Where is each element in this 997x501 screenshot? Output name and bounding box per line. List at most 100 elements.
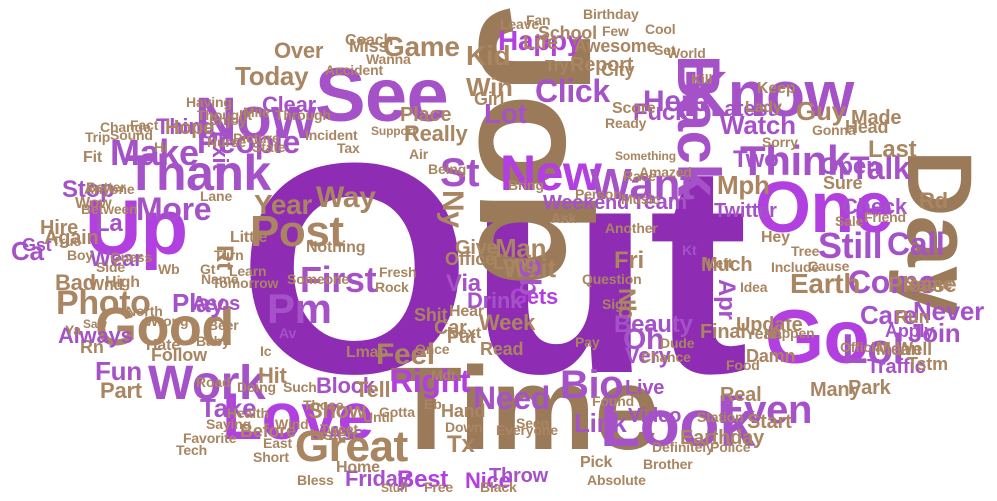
word-turn: Turn	[214, 247, 244, 263]
word-pick: Pick	[580, 454, 613, 471]
word-long: Long	[493, 253, 537, 273]
word-time: Time	[390, 343, 660, 475]
word-tax: Tax	[337, 140, 360, 156]
word-lol: Lol	[842, 325, 904, 372]
word-enjoy: Enjoy	[209, 112, 247, 128]
word-good: Good	[95, 297, 234, 357]
word-feel: Feel	[376, 338, 435, 371]
word-person: Person	[575, 186, 622, 202]
word-great: Great	[295, 422, 408, 471]
word-question: Question	[582, 271, 642, 287]
word-pay: Pay	[575, 334, 600, 350]
word-asos: Asos	[192, 293, 241, 315]
word-hope: Hope	[165, 117, 215, 139]
word-thing: Thing	[156, 114, 215, 139]
word-over: Over	[274, 38, 324, 63]
word-team: Team	[632, 189, 687, 214]
word-drink: Drink	[467, 288, 523, 313]
word-nothing: Nothing	[306, 239, 366, 256]
word-out: Out	[238, 100, 749, 436]
word-sound: Sound	[110, 127, 153, 143]
word-tell: Tell	[355, 377, 391, 402]
word-birthday: Birthday	[583, 6, 639, 22]
word-apply: Apply	[885, 321, 935, 341]
word-oh: Oh	[623, 323, 665, 356]
word-photo: Photo	[56, 284, 151, 322]
word-little: Little	[230, 229, 268, 246]
word-gst: Gst	[22, 235, 52, 255]
word-last: Last	[868, 136, 917, 163]
word-still: Still	[818, 225, 883, 266]
word-hire: Hire	[40, 217, 79, 239]
word-nice: Nice	[465, 468, 511, 493]
word-fun: Fun	[95, 356, 142, 386]
word-give: Give	[455, 237, 498, 259]
word-picture: Picture	[233, 130, 280, 146]
word-cool: Cool	[645, 21, 676, 37]
word-same: Same	[905, 274, 953, 294]
word-made: Made	[851, 107, 902, 129]
word-hate: Hate	[146, 337, 181, 354]
word-cause: Cause	[808, 258, 850, 274]
word-gotta: Gotta	[379, 404, 415, 420]
word-always: Always	[58, 323, 133, 348]
word-sorry: Sorry	[762, 134, 798, 150]
word-lady: Lady	[745, 99, 782, 116]
word-one: One	[755, 168, 894, 248]
word-boy: Boy	[67, 247, 94, 263]
word-show: Show	[308, 398, 366, 423]
word-put: Put	[447, 327, 476, 347]
word-air: Air	[409, 146, 429, 162]
word-stuff: Stuff	[381, 481, 408, 495]
word-friday: Friday	[345, 466, 410, 491]
word-via: Via	[446, 270, 481, 297]
word-av: Av	[279, 325, 297, 341]
word-more: More	[136, 191, 212, 227]
word-read: Read	[480, 339, 524, 359]
word-see: See	[315, 53, 449, 138]
word-another: Another	[605, 220, 658, 236]
word-anyone: Anyone	[84, 181, 135, 197]
word-man: Man	[495, 233, 547, 263]
word-really: Really	[404, 121, 468, 146]
word-damn: Damn	[746, 346, 796, 366]
word-east: East	[263, 435, 293, 451]
word-amazed: Amazed	[639, 164, 692, 180]
word-way: Way	[316, 181, 376, 214]
word-better: Better	[86, 179, 126, 195]
word-week: Week	[479, 310, 536, 335]
word-rn: Rn	[80, 337, 104, 357]
word-win: Win	[466, 72, 513, 102]
word-definitely: Definitely	[652, 439, 714, 455]
word-miss: Miss	[349, 36, 389, 56]
word-apr: Apr	[713, 279, 740, 320]
word-station: Station	[697, 409, 744, 425]
word-tree: Tree	[791, 243, 820, 259]
word-idea: Idea	[740, 279, 768, 295]
word-call: Call	[887, 226, 945, 262]
word-know: Know	[682, 58, 854, 130]
word-wrong: Wrong	[145, 313, 189, 329]
word-favorite: Favorite	[183, 430, 237, 446]
word-life: Life	[523, 32, 558, 54]
word-tx: Tx	[447, 431, 475, 458]
word-set: Set	[654, 42, 676, 58]
word-love: Love	[222, 379, 374, 453]
word-doing: Doing	[237, 379, 276, 395]
word-very: Very	[625, 343, 671, 368]
word-learn: Learn	[229, 263, 267, 279]
word-block: Block	[316, 373, 375, 398]
word-start: Start	[747, 411, 792, 433]
word-trip: Trip	[85, 129, 111, 145]
word-accident: Accident	[325, 62, 384, 78]
word-weekend: Weekend	[543, 192, 630, 214]
word-food: Food	[726, 357, 760, 373]
word-official: Official	[840, 339, 887, 355]
word-guess: Guess	[110, 249, 153, 265]
word-twitter: Twitter	[714, 200, 777, 222]
word-state: State	[252, 139, 286, 155]
word-two: Two	[733, 146, 779, 173]
word-link: Link	[574, 408, 627, 438]
word-found: Found	[592, 393, 635, 409]
